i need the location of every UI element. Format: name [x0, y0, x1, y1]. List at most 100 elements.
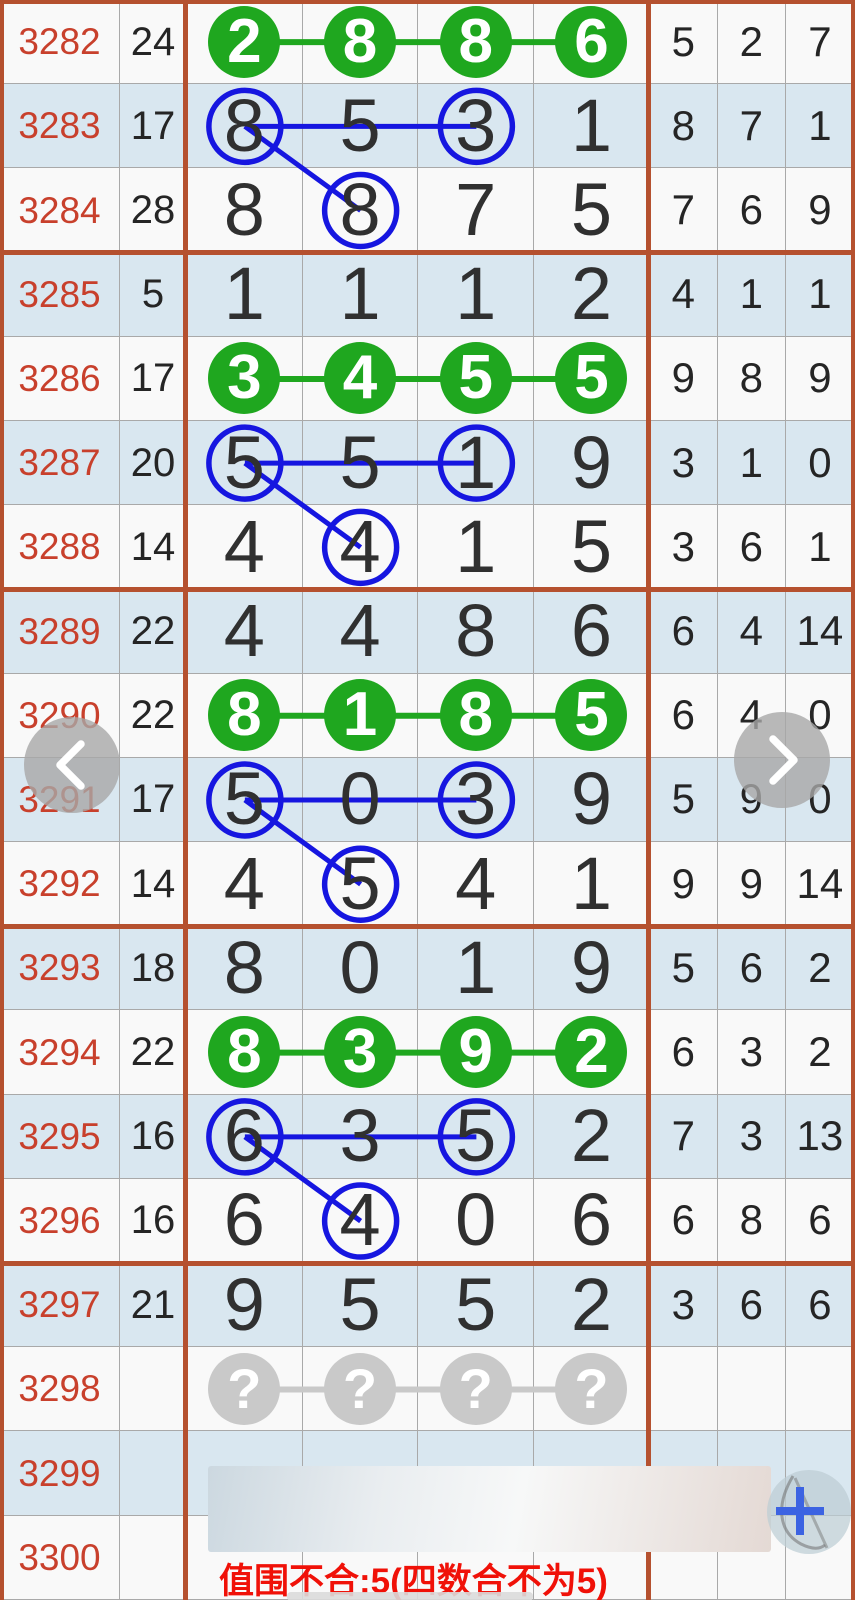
digit-cell[interactable]: 7 — [418, 168, 535, 253]
digit-cell[interactable]: 8 — [418, 673, 535, 758]
digit-cell[interactable]: 5 — [302, 842, 419, 927]
digit-cell[interactable]: 1 — [186, 252, 303, 337]
add-mark-button[interactable] — [767, 1470, 851, 1554]
digit-cell[interactable]: 4 — [418, 842, 535, 927]
digit-cell[interactable]: 5 — [534, 505, 650, 590]
digit-cell[interactable]: 4 — [302, 589, 419, 674]
digit-cell[interactable]: 5 — [302, 421, 419, 506]
digit-cell[interactable]: 4 — [302, 505, 419, 590]
period-cell: 3297 — [0, 1263, 120, 1348]
digit-cell[interactable]: 8 — [418, 589, 535, 674]
stat-cell: 1 — [785, 252, 855, 337]
digit-cell[interactable]: 8 — [302, 168, 419, 253]
sum-cell: 14 — [119, 842, 187, 927]
digit-cell[interactable]: 2 — [534, 1263, 650, 1348]
digit-cell[interactable]: ? — [186, 1347, 303, 1432]
stat-cell: 9 — [785, 336, 855, 422]
digit-cell[interactable]: 1 — [534, 84, 650, 169]
chevron-left-icon — [56, 740, 85, 790]
digit-cell[interactable]: 8 — [186, 673, 303, 758]
digit-cell[interactable]: 5 — [302, 1263, 419, 1348]
nav-right-button[interactable] — [734, 712, 830, 808]
digit-cell[interactable]: 1 — [418, 252, 535, 337]
digit-cell[interactable]: 3 — [302, 1010, 419, 1095]
digit-cell[interactable] — [186, 1515, 303, 1600]
digit-cell[interactable]: 0 — [418, 1178, 535, 1264]
digit-cell[interactable]: 5 — [534, 168, 650, 253]
digit-cell[interactable]: 4 — [302, 336, 419, 422]
digit-cell[interactable]: 4 — [302, 1178, 419, 1264]
digit-cell[interactable]: 6 — [534, 1178, 650, 1264]
digit-cell[interactable]: 5 — [534, 673, 650, 758]
digit-cell[interactable]: 6 — [534, 589, 650, 674]
digit-cell[interactable]: 4 — [186, 505, 303, 590]
digit-cell[interactable]: ? — [418, 1347, 535, 1432]
sum-cell: 16 — [119, 1094, 187, 1179]
digit-cell[interactable]: 1 — [302, 252, 419, 337]
stat-cell: 8 — [717, 1178, 786, 1264]
digit-cell[interactable]: 1 — [418, 421, 535, 506]
digit-cell[interactable]: 8 — [186, 84, 303, 169]
period-cell: 3285 — [0, 252, 120, 337]
pending-number-bubble: ? — [208, 1352, 281, 1425]
digit-cell[interactable]: 3 — [418, 84, 535, 169]
period-cell: 3286 — [0, 336, 120, 422]
digit-cell[interactable]: 9 — [534, 757, 650, 843]
digit-cell[interactable]: 0 — [302, 926, 419, 1011]
digit-cell[interactable]: 8 — [186, 1010, 303, 1095]
group-border — [646, 0, 651, 1600]
digit-cell[interactable]: 3 — [186, 336, 303, 422]
period-cell: 3284 — [0, 168, 120, 253]
digit-cell[interactable]: 9 — [418, 1010, 535, 1095]
stat-cell: 6 — [649, 1010, 718, 1095]
stat-cell: 6 — [717, 1263, 786, 1348]
digit-cell[interactable]: 6 — [186, 1094, 303, 1179]
digit-cell[interactable]: 5 — [418, 1263, 535, 1348]
digit-cell[interactable]: ? — [534, 1347, 650, 1432]
digit-cell[interactable]: 2 — [534, 252, 650, 337]
sum-cell: 21 — [119, 1263, 187, 1348]
digit-cell[interactable]: 1 — [302, 673, 419, 758]
hot-number-bubble: 8 — [439, 679, 512, 752]
digit-cell[interactable]: 6 — [186, 1178, 303, 1264]
digit-cell[interactable]: 8 — [418, 0, 535, 85]
table-row: 3288 14 4 4 1 5 3 6 1 — [0, 505, 855, 590]
digit-cell[interactable]: 1 — [418, 505, 535, 590]
chevron-right-icon — [769, 735, 798, 785]
digit-cell[interactable]: 1 — [534, 842, 650, 927]
digit-cell[interactable]: 3 — [418, 757, 535, 843]
digit-cell[interactable]: 6 — [534, 0, 650, 85]
digit-cell[interactable]: 5 — [418, 336, 535, 422]
sum-cell: 14 — [119, 505, 187, 590]
nav-left-button[interactable] — [24, 717, 120, 813]
digit-cell[interactable]: 4 — [186, 589, 303, 674]
digit-cell[interactable]: 3 — [302, 1094, 419, 1179]
digit-cell[interactable]: 8 — [186, 926, 303, 1011]
digit-cell[interactable]: 9 — [534, 926, 650, 1011]
digit-cell[interactable]: 8 — [302, 0, 419, 85]
digit-cell[interactable]: 1 — [418, 926, 535, 1011]
period-cell: 3294 — [0, 1010, 120, 1095]
digit-cell[interactable]: 9 — [534, 421, 650, 506]
digit-cell[interactable]: 2 — [534, 1010, 650, 1095]
group-border — [851, 0, 855, 1600]
digit-cell[interactable]: 5 — [186, 757, 303, 843]
table-row: 3295 16 6 3 5 2 7 3 13 — [0, 1094, 855, 1179]
digit-cell[interactable]: 0 — [302, 757, 419, 843]
digit-cell[interactable]: 5 — [534, 336, 650, 422]
digit-cell[interactable]: 8 — [186, 168, 303, 253]
digit-cell[interactable]: 9 — [186, 1263, 303, 1348]
digit-cell[interactable]: ? — [302, 1347, 419, 1432]
digit-cell[interactable]: 5 — [302, 84, 419, 169]
stat-cell: 7 — [649, 1094, 718, 1179]
digit-cell[interactable]: 4 — [186, 842, 303, 927]
digit-cell[interactable]: 5 — [418, 1094, 535, 1179]
digit-cell[interactable]: 5 — [186, 421, 303, 506]
stat-cell: 3 — [649, 421, 718, 506]
sum-cell: 24 — [119, 0, 187, 85]
digit-cell[interactable]: 2 — [534, 1094, 650, 1179]
table-row: 3290 22 8 1 8 5 6 4 0 — [0, 673, 855, 758]
hot-number-bubble: 4 — [324, 342, 397, 415]
digit-cell[interactable]: 2 — [186, 0, 303, 85]
hot-number-bubble: 8 — [439, 5, 512, 78]
